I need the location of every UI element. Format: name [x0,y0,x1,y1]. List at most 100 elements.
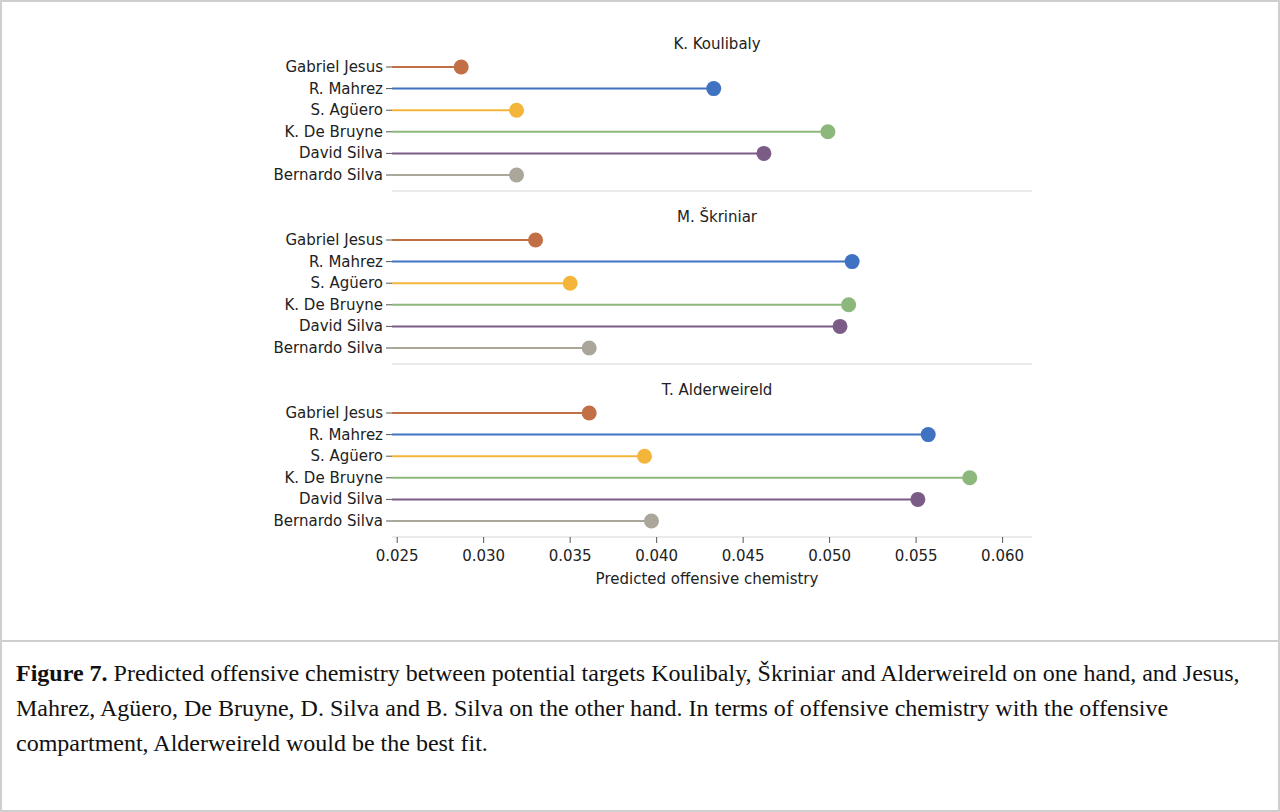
y-tick [386,348,392,349]
y-tick [386,304,392,305]
stem [392,498,918,500]
stem [392,477,970,479]
x-tick-label: 0.050 [808,547,851,565]
x-axis-line [392,364,1032,365]
x-axis-line [392,537,1032,538]
caption-text: Predicted offensive chemistry between po… [16,660,1239,756]
dot [910,492,925,507]
dot [454,60,469,75]
caption-label: Figure 7. [16,660,108,686]
category-label: S. Agüero [310,101,383,119]
y-tick [386,326,392,327]
category-label: R. Mahrez [309,80,383,98]
x-tick-label: 0.045 [722,547,765,565]
y-tick [386,153,392,154]
stem [392,304,849,306]
marks [392,406,977,529]
x-tick [483,537,484,543]
category-label: Gabriel Jesus [285,58,383,76]
category-label: David Silva [299,317,383,335]
dot [644,514,659,529]
dot [637,449,652,464]
y-tick [386,477,392,478]
y-tick [386,110,392,111]
y-tick [386,283,392,284]
stem [392,261,852,263]
x-tick [916,537,917,543]
stem [392,109,517,111]
stem [392,131,828,133]
x-tick-label: 0.035 [549,547,592,565]
stem [392,88,714,90]
x-tick-label: 0.040 [635,547,678,565]
dot [845,254,860,269]
stem [392,455,645,457]
stem [392,66,461,68]
category-label: David Silva [299,144,383,162]
category-label: S. Agüero [310,447,383,465]
subplot: K. Koulibaly Gabriel Jesus R. Mahrez S. Agü… [274,35,1032,191]
chart-svg: K. Koulibaly Gabriel Jesus R. Mahrez S. Agü… [2,2,1278,638]
y-tick [386,499,392,500]
dot [509,168,524,183]
dot [582,341,597,356]
stem [392,282,570,284]
category-label: Gabriel Jesus [285,404,383,422]
x-tick [570,537,571,543]
category-label: K. De Bruyne [285,123,384,141]
category-label: R. Mahrez [309,426,383,444]
stem [392,412,589,414]
y-tick [386,88,392,89]
dot [820,124,835,139]
x-tick-label: 0.055 [895,547,938,565]
subplot-title: K. Koulibaly [673,35,760,53]
figure-frame: K. Koulibaly Gabriel Jesus R. Mahrez S. Agü… [0,0,1280,812]
category-label: Bernardo Silva [274,512,383,530]
dot [706,81,721,96]
x-axis-line [392,191,1032,192]
dot [962,470,977,485]
x-tick [1002,537,1003,543]
x-tick [656,537,657,543]
x-tick [743,537,744,543]
stem [392,325,840,327]
y-tick [386,413,392,414]
stem [392,239,536,241]
y-tick [386,67,392,68]
subplot: T. Alderweireld Gabriel Jesus R. Mahrez S. … [274,381,1032,588]
subplot: M. Škriniar Gabriel Jesus R. Mahrez S. Agüe… [274,207,1032,364]
y-tick [386,261,392,262]
category-label: David Silva [299,490,383,508]
dot [756,146,771,161]
caption: Figure 7. Predicted offensive chemistry … [2,640,1278,812]
stem [392,174,517,176]
x-axis-label: Predicted offensive chemistry [596,570,819,588]
marks [392,60,835,183]
dot [841,297,856,312]
stem [392,347,589,349]
dot [509,103,524,118]
category-label: Bernardo Silva [274,166,383,184]
subplot-title: M. Škriniar [677,207,758,226]
x-tick [829,537,830,543]
y-tick [386,434,392,435]
stem [392,152,764,154]
y-tick [386,240,392,241]
x-tick [397,537,398,543]
y-tick [386,175,392,176]
y-tick [386,131,392,132]
dot [921,427,936,442]
category-label: R. Mahrez [309,253,383,271]
category-label: S. Agüero [310,274,383,292]
category-label: Bernardo Silva [274,339,383,357]
subplot-title: T. Alderweireld [661,381,773,399]
marks [392,233,860,356]
category-label: Gabriel Jesus [285,231,383,249]
category-label: K. De Bruyne [285,469,384,487]
dot [833,319,848,334]
dot [582,406,597,421]
y-tick [386,521,392,522]
stem [392,434,928,436]
y-tick [386,456,392,457]
dot [528,233,543,248]
